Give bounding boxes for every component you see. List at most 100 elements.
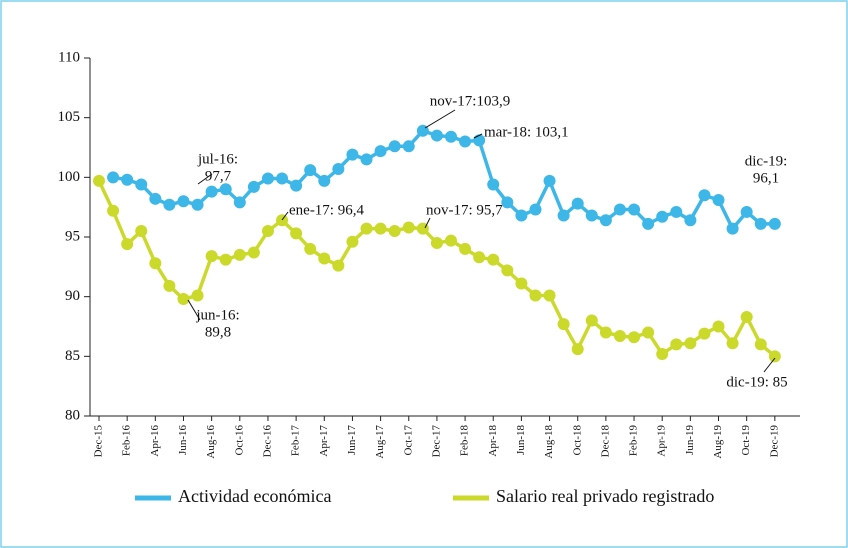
legend-label: Actividad económica — [178, 486, 331, 506]
data-point — [191, 289, 204, 302]
data-point — [388, 140, 401, 153]
data-point — [402, 140, 415, 153]
data-point — [712, 194, 725, 207]
data-point — [487, 178, 500, 191]
data-point — [149, 192, 162, 205]
x-tick-label: Dec-16 — [261, 425, 273, 458]
data-point — [332, 259, 345, 272]
data-point — [599, 326, 612, 339]
data-point — [276, 214, 289, 227]
data-point — [445, 130, 457, 143]
data-point — [557, 318, 570, 331]
data-point — [768, 350, 781, 363]
data-point — [121, 238, 134, 251]
data-point — [261, 225, 274, 238]
annotation: nov-17:103,9 — [430, 93, 510, 109]
x-tick-label: Apr-16 — [149, 425, 161, 457]
data-point — [318, 174, 331, 187]
y-tick-label: 85 — [65, 348, 80, 364]
x-tick-label: Feb-17 — [290, 425, 302, 457]
x-tick-label: Oct-18 — [571, 425, 583, 456]
data-point — [149, 257, 162, 270]
data-point — [515, 209, 528, 222]
data-point — [543, 174, 556, 187]
data-point — [501, 264, 514, 277]
data-point — [261, 172, 274, 185]
data-point — [332, 162, 345, 175]
x-tick-label: Dec-18 — [599, 425, 611, 458]
data-point — [219, 183, 232, 196]
data-point — [388, 225, 401, 238]
y-tick-label: 105 — [58, 109, 81, 125]
data-point — [247, 246, 260, 259]
annotation-leader — [424, 109, 456, 129]
y-tick-label: 110 — [58, 49, 80, 65]
data-point — [557, 209, 570, 222]
data-point — [205, 185, 218, 198]
data-point — [684, 337, 697, 350]
annotation-leader — [473, 133, 483, 139]
data-point — [487, 253, 500, 266]
data-point — [205, 250, 218, 263]
x-tick-label: Aug-19 — [712, 425, 724, 459]
x-tick-label: Jun-16 — [177, 425, 189, 455]
data-point — [360, 222, 373, 235]
x-tick-label: Apr-17 — [318, 425, 330, 457]
data-point — [656, 347, 669, 360]
data-point — [177, 293, 190, 306]
data-point — [768, 217, 781, 230]
y-tick-label: 95 — [65, 228, 80, 244]
annotation: 97,7 — [205, 168, 232, 184]
data-point — [290, 227, 303, 240]
data-point — [628, 203, 641, 216]
annotation: 96,1 — [753, 170, 779, 186]
data-point — [670, 205, 683, 218]
x-tick-label: Dec-15 — [93, 425, 105, 458]
data-point — [219, 253, 232, 266]
x-tick-label: Feb-16 — [121, 425, 133, 457]
x-tick-label: Oct-19 — [740, 425, 752, 456]
data-point — [571, 197, 584, 210]
data-point — [642, 326, 655, 339]
data-point — [613, 330, 626, 343]
data-point — [543, 289, 556, 302]
annotation: nov-17: 95,7 — [426, 202, 503, 218]
data-point — [360, 153, 373, 166]
data-point — [571, 343, 584, 356]
data-point — [754, 338, 767, 351]
data-point — [684, 214, 697, 227]
x-tick-label: Jun-18 — [515, 425, 527, 455]
data-point — [726, 222, 739, 235]
data-point — [276, 172, 289, 185]
data-point — [318, 252, 331, 265]
data-point — [698, 189, 711, 202]
annotation: jul-16: — [197, 151, 238, 167]
x-tick-label: Jun-17 — [346, 425, 358, 455]
data-point — [585, 314, 598, 327]
data-point — [445, 234, 457, 247]
x-tick-label: Feb-18 — [459, 425, 471, 457]
data-point — [135, 178, 148, 191]
x-tick-label: Aug-18 — [543, 425, 555, 459]
data-point — [656, 210, 669, 223]
annotation: 89,8 — [205, 324, 231, 340]
data-point — [163, 198, 176, 211]
annotation-leader — [197, 173, 213, 185]
annotation-leader — [763, 357, 776, 373]
data-point — [585, 209, 598, 222]
annotation: jun-16: — [195, 307, 239, 323]
data-point — [107, 171, 120, 184]
data-point — [93, 174, 105, 187]
data-point — [473, 251, 486, 264]
data-point — [459, 135, 472, 148]
data-point — [726, 337, 739, 350]
data-point — [247, 180, 260, 193]
data-point — [233, 196, 246, 209]
data-point — [290, 179, 303, 192]
data-point — [712, 320, 725, 333]
x-tick-label: Oct-16 — [233, 425, 245, 456]
data-point — [430, 236, 443, 249]
annotation-leader — [281, 211, 289, 221]
data-point — [346, 148, 359, 161]
annotation: dic-19: 85 — [726, 374, 787, 390]
